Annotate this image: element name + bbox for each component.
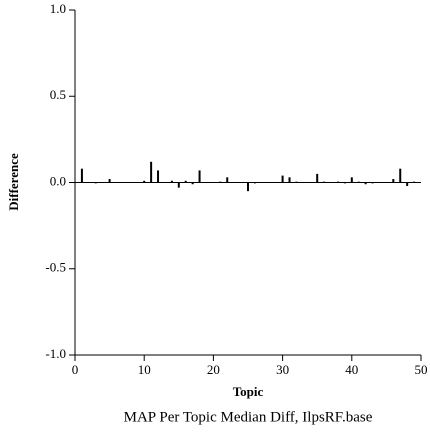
- x-tick-label: 50: [415, 362, 428, 377]
- bar: [288, 177, 291, 183]
- bar: [184, 180, 187, 183]
- bar: [364, 182, 367, 185]
- x-tick-label: 40: [345, 362, 358, 377]
- x-tick-label: 30: [276, 362, 289, 377]
- bar: [281, 175, 284, 183]
- bar: [392, 179, 395, 183]
- bar: [226, 177, 229, 183]
- bar: [157, 170, 160, 183]
- bar: [253, 182, 256, 184]
- chart-title: MAP Per Topic Median Diff, IlpsRF.base: [124, 409, 373, 425]
- bar: [336, 181, 339, 183]
- y-tick-label: 0.0: [50, 173, 66, 188]
- y-tick-label: -1.0: [45, 346, 66, 361]
- bar: [316, 173, 319, 183]
- bar: [219, 181, 222, 183]
- x-tick-label: 10: [138, 362, 151, 377]
- y-tick-label: 1.0: [50, 1, 66, 16]
- y-tick-label: 0.5: [50, 87, 66, 102]
- x-tick-label: 0: [72, 362, 79, 377]
- x-axis-label: Topic: [233, 384, 264, 399]
- bar: [198, 170, 201, 183]
- bar: [295, 181, 298, 183]
- bar: [406, 182, 409, 186]
- bar: [177, 182, 180, 188]
- x-tick-label: 20: [207, 362, 220, 377]
- bar: [247, 182, 249, 192]
- bar: [350, 177, 353, 183]
- bar: [413, 181, 416, 183]
- bar: [170, 180, 173, 183]
- bar: [399, 168, 402, 183]
- bar: [371, 182, 374, 184]
- bar: [150, 161, 153, 183]
- y-axis-label: Difference: [6, 153, 21, 211]
- bar: [108, 179, 111, 183]
- bar: [143, 180, 146, 183]
- bar: [357, 181, 360, 183]
- y-tick-label: -0.5: [45, 260, 66, 275]
- bar: [343, 182, 346, 184]
- bar: [191, 182, 194, 185]
- bar: [80, 168, 83, 183]
- bar: [94, 182, 97, 184]
- bar: [323, 181, 326, 183]
